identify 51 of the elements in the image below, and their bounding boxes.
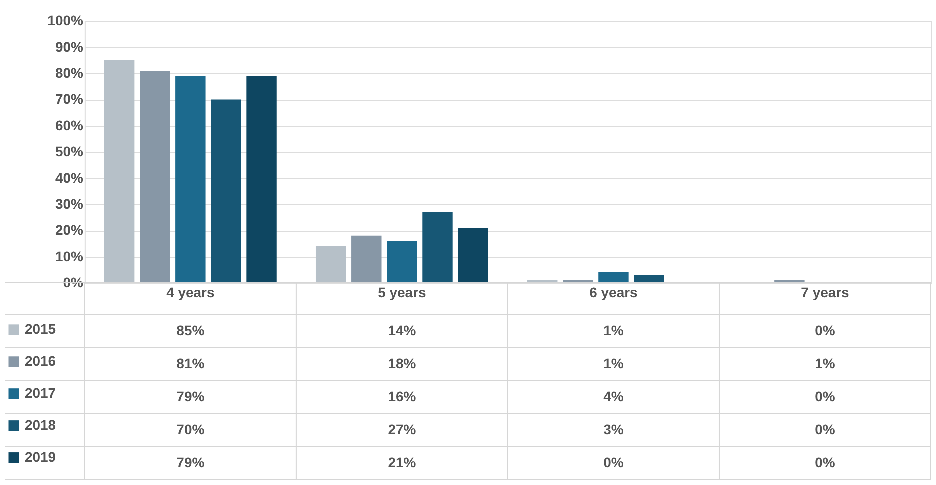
- data-label: 21%: [388, 454, 417, 470]
- data-label: 81%: [176, 355, 206, 372]
- y-tick-label: 50%: [55, 144, 84, 160]
- data-label: 1%: [604, 322, 624, 338]
- data-label: 3%: [604, 421, 624, 438]
- legend-label: 2017: [24, 384, 56, 401]
- y-tick-label: 30%: [55, 196, 84, 212]
- bar: [422, 212, 453, 283]
- data-label: 1%: [815, 355, 836, 372]
- bar: [598, 272, 629, 283]
- data-label: 79%: [176, 454, 206, 470]
- data-label: 70%: [176, 421, 206, 438]
- data-label: 0%: [604, 454, 624, 470]
- bar: [634, 275, 664, 283]
- data-label: 0%: [815, 421, 836, 438]
- x-tick-label: 4 years: [166, 284, 215, 300]
- legend-label: 2016: [24, 352, 56, 369]
- legend-label: 2018: [24, 416, 56, 433]
- legend-label: 2015: [24, 320, 56, 337]
- data-label: 18%: [388, 355, 417, 372]
- data-label: 85%: [176, 322, 206, 338]
- data-label: 1%: [604, 355, 624, 372]
- bar: [211, 100, 242, 283]
- bar: [140, 70, 170, 283]
- data-label: 14%: [388, 322, 417, 338]
- y-tick-label: 10%: [55, 248, 84, 264]
- y-tick-label: 90%: [55, 38, 84, 55]
- y-tick-label: 40%: [55, 170, 84, 186]
- data-label: 4%: [604, 388, 624, 404]
- legend-label: 2019: [24, 448, 56, 465]
- bar: [316, 246, 346, 283]
- bar: [458, 228, 488, 283]
- y-tick-label: 80%: [55, 65, 84, 82]
- y-tick-label: 60%: [55, 117, 84, 134]
- data-label: 79%: [176, 388, 206, 404]
- bar: [176, 76, 206, 283]
- x-tick-label: 7 years: [801, 284, 850, 300]
- y-tick-label: 70%: [55, 91, 84, 108]
- x-tick-label: 5 years: [378, 284, 426, 300]
- data-label: 0%: [815, 322, 836, 338]
- bar: [246, 76, 277, 283]
- data-label: 16%: [388, 388, 417, 404]
- bar: [387, 241, 418, 283]
- data-label: 0%: [815, 388, 836, 404]
- x-tick-label: 6 years: [590, 284, 638, 300]
- data-label: 27%: [388, 421, 417, 438]
- bar: [352, 236, 382, 283]
- y-tick-label: 20%: [55, 222, 84, 238]
- y-tick-label: 100%: [48, 12, 84, 29]
- data-label: 0%: [815, 454, 836, 470]
- bar: [104, 60, 135, 283]
